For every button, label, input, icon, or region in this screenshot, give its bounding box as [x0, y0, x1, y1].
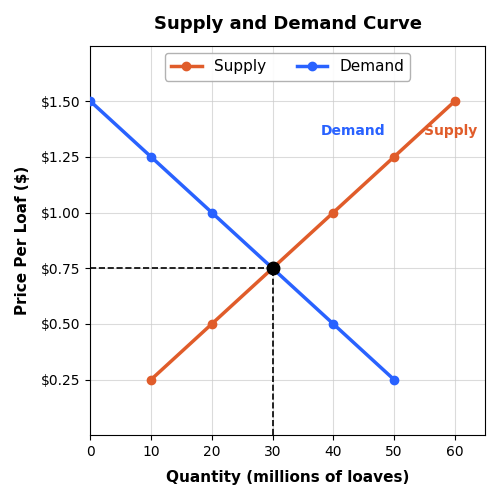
X-axis label: Quantity (millions of loaves): Quantity (millions of loaves)	[166, 470, 410, 485]
Text: Supply: Supply	[424, 124, 478, 138]
Supply	[209, 321, 215, 327]
Demand	[88, 98, 94, 104]
Line: Supply: Supply	[147, 97, 459, 384]
Title: Supply and Demand Curve: Supply and Demand Curve	[154, 15, 422, 33]
Demand	[209, 210, 215, 216]
Legend: Supply, Demand: Supply, Demand	[165, 54, 410, 80]
Demand	[391, 376, 397, 382]
Y-axis label: Price Per Loaf ($): Price Per Loaf ($)	[15, 166, 30, 315]
Demand	[148, 154, 154, 160]
Line: Demand: Demand	[86, 97, 398, 384]
Supply	[148, 376, 154, 382]
Supply	[391, 154, 397, 160]
Demand	[270, 265, 276, 271]
Text: Demand: Demand	[321, 124, 386, 138]
Supply	[270, 265, 276, 271]
Demand	[330, 321, 336, 327]
Supply	[452, 98, 458, 104]
Supply	[330, 210, 336, 216]
